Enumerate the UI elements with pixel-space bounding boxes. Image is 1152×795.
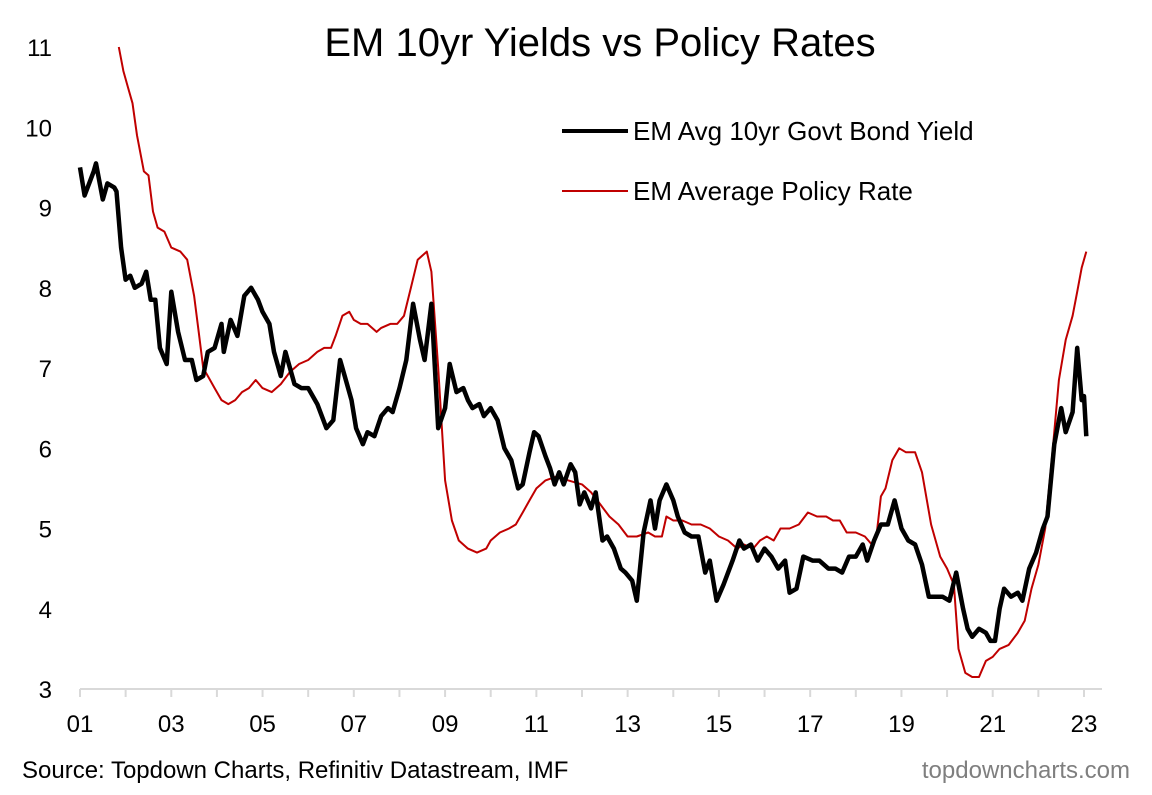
legend-label-yield: EM Avg 10yr Govt Bond Yield (633, 116, 974, 146)
source-note: Source: Topdown Charts, Refinitiv Datast… (22, 757, 568, 784)
series-line-bond-yield (77, 161, 1089, 644)
y-axis: 3 4 5 6 7 8 9 10 11 (25, 35, 52, 704)
y-tick-label: 8 (39, 276, 52, 303)
plot-area (77, 46, 1089, 678)
y-tick-label: 10 (25, 115, 52, 142)
x-tick-label: 03 (158, 711, 185, 738)
legend-label-policy: EM Average Policy Rate (633, 176, 913, 206)
y-tick-label: 4 (39, 597, 52, 624)
x-tick-label: 07 (340, 711, 367, 738)
x-tick-label: 13 (614, 711, 641, 738)
x-tick-label: 15 (706, 711, 733, 738)
x-tick-label: 01 (67, 711, 94, 738)
x-tick-label: 23 (1071, 711, 1098, 738)
y-tick-label: 11 (27, 35, 52, 62)
legend: EM Avg 10yr Govt Bond Yield EM Average P… (562, 116, 974, 206)
x-tick-label: 05 (249, 711, 276, 738)
x-tick-label: 11 (524, 711, 549, 738)
y-tick-label: 5 (39, 517, 52, 544)
x-tick-label: 21 (979, 711, 1006, 738)
y-tick-label: 7 (39, 356, 52, 383)
chart-title: EM 10yr Yields vs Policy Rates (324, 21, 875, 65)
x-tick-label: 09 (432, 711, 459, 738)
y-tick-label: 9 (39, 196, 52, 223)
brand-watermark: topdowncharts.com (922, 757, 1130, 784)
series-line-policy-rate (117, 46, 1088, 678)
x-tick-label: 19 (888, 711, 915, 738)
y-tick-label: 3 (39, 677, 52, 704)
x-axis: 01 03 05 07 09 11 13 15 17 19 21 23 (67, 688, 1102, 738)
y-tick-label: 6 (39, 436, 52, 463)
x-tick-label: 17 (797, 711, 824, 738)
